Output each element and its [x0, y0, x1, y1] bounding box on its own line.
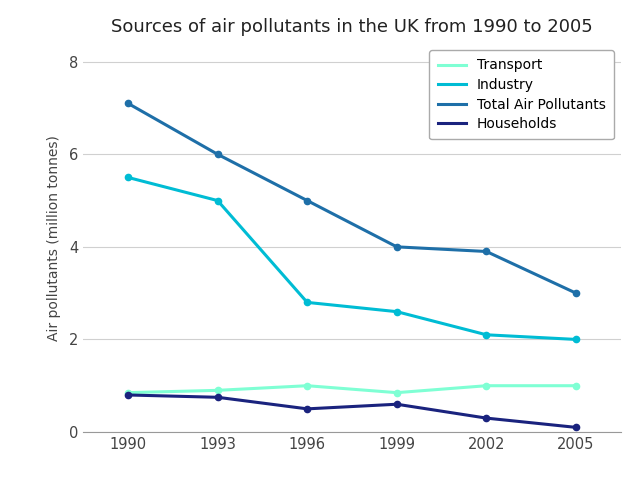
Transport [572, 383, 580, 389]
Line: Industry: Industry [125, 174, 579, 343]
Title: Sources of air pollutants in the UK from 1990 to 2005: Sources of air pollutants in the UK from… [111, 18, 593, 36]
Industry [572, 336, 580, 342]
Line: Total Air Pollutants: Total Air Pollutants [125, 100, 579, 296]
Transport [214, 387, 221, 393]
Households [393, 401, 401, 407]
Industry [303, 300, 311, 305]
Industry [214, 198, 221, 204]
Total Air Pollutants [393, 244, 401, 250]
Line: Households: Households [125, 392, 579, 431]
Total Air Pollutants [483, 249, 490, 254]
Total Air Pollutants [572, 290, 580, 296]
Total Air Pollutants [124, 100, 132, 106]
Line: Transport: Transport [125, 383, 579, 396]
Transport [483, 383, 490, 389]
Transport [303, 383, 311, 389]
Households [572, 424, 580, 430]
Households [483, 415, 490, 421]
Households [124, 392, 132, 398]
Legend: Transport, Industry, Total Air Pollutants, Households: Transport, Industry, Total Air Pollutant… [429, 50, 614, 140]
Industry [124, 175, 132, 180]
Total Air Pollutants [214, 151, 221, 157]
Total Air Pollutants [303, 198, 311, 204]
Transport [393, 390, 401, 396]
Industry [483, 332, 490, 338]
Households [303, 406, 311, 412]
Y-axis label: Air pollutants (million tonnes): Air pollutants (million tonnes) [47, 135, 61, 340]
Households [214, 395, 221, 400]
Industry [393, 309, 401, 314]
Transport [124, 390, 132, 396]
